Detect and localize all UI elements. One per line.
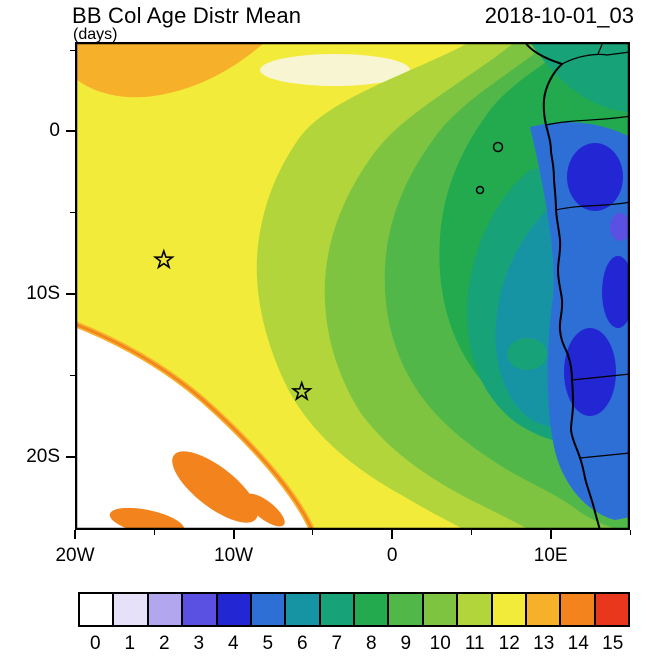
colorbar-cell-14 [559, 594, 594, 625]
y-axis-tick [66, 455, 75, 458]
x-axis-tick [391, 530, 394, 539]
colorbar-tick-label: 7 [331, 633, 343, 654]
colorbar-cell-8 [353, 594, 388, 625]
colorbar-tick-label: 5 [262, 633, 274, 654]
colorbar-tick-label: 8 [365, 633, 377, 654]
y-axis-minor-tick [70, 212, 75, 214]
colorbar-cell-13 [524, 594, 560, 625]
colorbar-tick-label: 2 [158, 633, 170, 654]
units-label: (days) [73, 26, 118, 43]
colorbar-tick-label: 3 [193, 633, 205, 654]
colorbar-cell-1 [112, 594, 147, 625]
x-axis-tick-label: 10E [533, 545, 568, 566]
contour-band-4 [602, 256, 630, 328]
plot-timestamp: 2018-10-01_03 [484, 3, 634, 28]
country-border [571, 373, 630, 381]
x-axis-tick [549, 530, 552, 539]
y-axis-minor-tick [70, 374, 75, 376]
contour-band-7-land [530, 42, 630, 112]
x-axis-tick [232, 530, 235, 539]
country-border [561, 51, 630, 65]
colorbar-cell-5 [249, 594, 285, 625]
station-marker-star [152, 248, 175, 270]
country-border [545, 115, 630, 126]
colorbar-cell-2 [146, 594, 182, 625]
colorbar-cell-11 [456, 594, 491, 625]
colorbar [78, 592, 630, 627]
colorbar-labels: 0 1 2 3 4 5 6 7 8 9 10 11 12 13 14 15 [78, 633, 630, 655]
contour-band-4 [564, 328, 616, 416]
country-border [579, 452, 630, 459]
island-outline [475, 185, 485, 195]
plot-title: BB Col Age Distr Mean [72, 3, 302, 28]
colorbar-tick-label: 13 [533, 633, 555, 654]
boundary-band-14 [75, 322, 314, 530]
x-axis-tick-label: 20W [55, 545, 95, 566]
colorbar-cell-3 [181, 594, 216, 625]
contour-band-14 [172, 451, 258, 523]
x-axis-minor-tick [629, 530, 631, 535]
colorbar-tick-label: 11 [464, 633, 485, 654]
y-axis-tick [66, 130, 75, 133]
colorbar-cell-4 [215, 594, 250, 625]
colorbar-tick-label: 14 [567, 633, 589, 654]
x-axis-tick [74, 530, 76, 539]
colorbar-tick-label: 10 [429, 633, 451, 654]
contour-band-pale [260, 54, 410, 86]
x-axis-tick-label: 10W [214, 545, 254, 566]
colorbar-tick-label: 15 [602, 633, 624, 654]
colorbar-tick-label: 12 [498, 633, 520, 654]
colorbar-cell-10 [421, 594, 457, 625]
island-outline [492, 141, 504, 153]
x-axis-minor-tick [312, 530, 314, 535]
x-axis-minor-tick [470, 530, 472, 535]
x-axis-tick-label: 0 [386, 545, 398, 566]
colorbar-cell-9 [387, 594, 422, 625]
colorbar-tick-label: 1 [124, 633, 136, 654]
x-axis-minor-tick [153, 530, 155, 535]
contour-band-3 [610, 213, 630, 241]
colorbar-tick-label: 9 [400, 633, 412, 654]
y-axis-tick [66, 293, 75, 296]
contour-band-7-inner [507, 338, 547, 370]
contour-band-4 [567, 143, 623, 211]
contour-band-13 [75, 42, 265, 98]
colorbar-cell-15 [593, 594, 628, 625]
contour-band-0 [75, 324, 312, 530]
y-axis-tick-label: 0 [49, 120, 60, 142]
colorbar-tick-label: 6 [296, 633, 308, 654]
colorbar-cell-0 [80, 594, 113, 625]
station-marker-star [290, 380, 313, 402]
colorbar-cell-7 [318, 594, 353, 625]
colorbar-tick-label: 4 [227, 633, 239, 654]
contour-band-5 [530, 122, 630, 520]
y-axis-minor-tick [70, 49, 75, 51]
country-border [555, 201, 630, 211]
y-axis-tick-label: 20S [26, 445, 60, 467]
y-axis-tick-label: 10S [26, 283, 60, 305]
contour-band-14 [245, 493, 285, 527]
colorbar-tick-label: 0 [89, 633, 101, 654]
colorbar-cell-12 [490, 594, 525, 625]
plot-border [75, 42, 630, 530]
contour-map [75, 42, 630, 530]
colorbar-cell-6 [284, 594, 319, 625]
